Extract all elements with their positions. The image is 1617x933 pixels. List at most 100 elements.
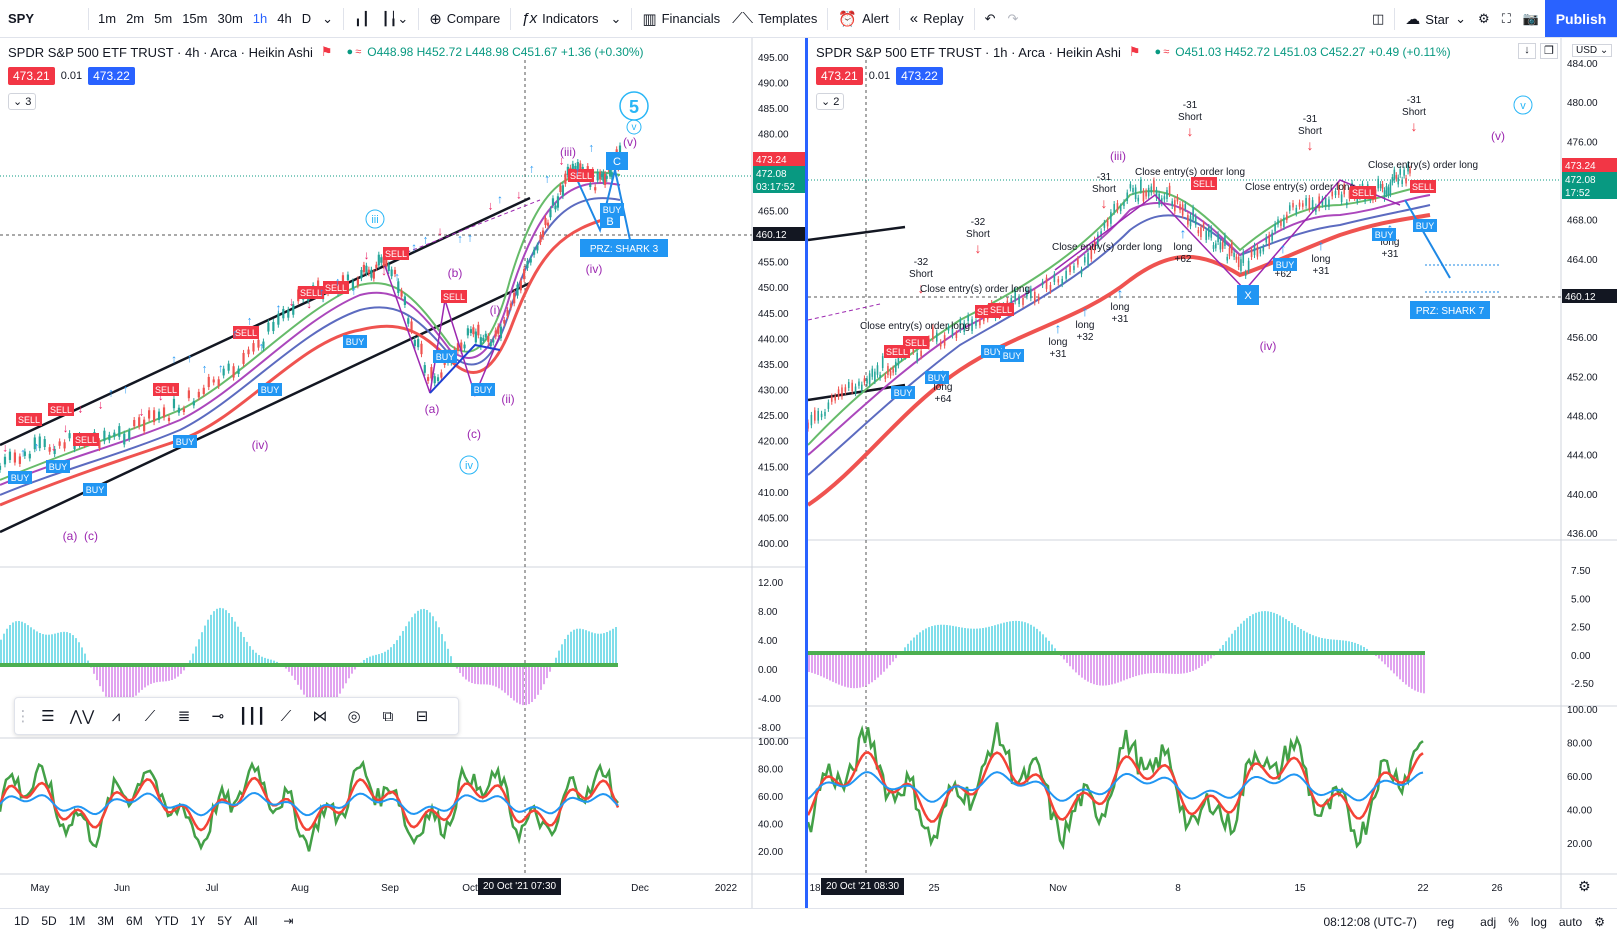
chart-layout-splitter[interactable] <box>805 38 808 908</box>
horizontal-ray-icon[interactable]: ⊸ <box>211 708 225 725</box>
templates-button[interactable]: ⟋⟍ Templates <box>726 0 823 38</box>
flag-icon[interactable]: ⚑ <box>1128 44 1141 59</box>
buy-signal-label: BUY <box>261 385 280 395</box>
buy-price-button[interactable]: 473.22 <box>896 67 943 85</box>
session-reg-toggle[interactable]: reg <box>1436 914 1455 929</box>
left-price-axis[interactable]: 495.00490.00485.00480.00475.00470.00465.… <box>753 53 805 858</box>
candle-body <box>1228 247 1231 257</box>
publish-button[interactable]: Publish <box>1545 0 1617 37</box>
short-label: Short <box>1092 184 1116 195</box>
compare-button[interactable]: ⊕ Compare <box>423 0 506 38</box>
range-all[interactable]: All <box>244 914 258 928</box>
redo-icon[interactable]: ↷ <box>1007 10 1019 26</box>
camera-snapshot-icon[interactable]: 📷 <box>1522 11 1539 26</box>
interval-2m[interactable]: 2m <box>126 11 145 26</box>
candle-body <box>1041 281 1044 286</box>
ray-tool-icon[interactable]: ⟋ <box>280 707 292 725</box>
indicators-dropdown-icon[interactable]: ⌄ <box>610 10 622 26</box>
left-symbol-title[interactable]: SPDR S&P 500 ETF TRUST · 4h · Arca · Hei… <box>8 44 313 60</box>
pattern-tool-icon[interactable]: ⋀⋁ <box>69 708 95 725</box>
charts-canvas[interactable]: 5 v (v) (iii) iii (b) (a) (c) (iv) iv (i… <box>0 38 1617 908</box>
goto-date-icon[interactable]: ⇥ <box>283 914 294 928</box>
trendline-tool-icon[interactable]: ⟋ <box>144 707 156 725</box>
right-studies-toggle[interactable]: ⌄ 2 <box>816 93 845 110</box>
histogram-bar <box>1090 653 1092 684</box>
vertical-lines-icon[interactable]: ┃┃┃ <box>238 708 266 725</box>
flag-icon[interactable]: ⚑ <box>320 44 333 59</box>
range-ytd[interactable]: YTD <box>154 914 179 928</box>
histogram-bar <box>856 653 858 689</box>
left-studies-toggle[interactable]: ⌄ 3 <box>8 93 37 110</box>
symbol-search[interactable]: SPY <box>8 11 35 26</box>
long-arrow-icon: ↑ <box>1055 320 1062 336</box>
histogram-bar <box>270 659 272 665</box>
alert-button[interactable]: ⏰ Alert <box>832 0 894 38</box>
position-tool-icon[interactable]: ⊟ <box>415 708 429 725</box>
sell-price-button[interactable]: 473.21 <box>816 67 863 85</box>
interval-d[interactable]: D <box>301 11 312 26</box>
range-5y[interactable]: 5Y <box>217 914 233 928</box>
candle-body <box>1150 186 1153 193</box>
interval-4h[interactable]: 4h <box>277 11 292 26</box>
currency-select[interactable]: USD ⌄ <box>1572 44 1613 57</box>
scroll-down-icon[interactable]: ↓ <box>1518 43 1536 59</box>
histogram-bar <box>126 665 128 704</box>
range-1y[interactable]: 1Y <box>190 914 206 928</box>
histogram-bar <box>895 653 897 659</box>
financials-button[interactable]: ▥ Financials <box>636 0 726 38</box>
candle-body <box>1346 202 1348 206</box>
replay-button[interactable]: « Replay <box>904 0 970 38</box>
long-qty-label: +31 <box>1050 349 1067 360</box>
cloud-save-button[interactable]: ☁ Star ⌄ <box>1399 0 1472 38</box>
buy-price-button[interactable]: 473.22 <box>88 67 135 85</box>
wave-tool-icon[interactable]: ⩘ <box>111 707 121 725</box>
histogram-bar <box>612 628 614 665</box>
histogram-bar <box>72 635 74 665</box>
candle-body <box>892 368 894 373</box>
interval-5m[interactable]: 5m <box>154 11 173 26</box>
candle-body <box>1217 234 1219 242</box>
interval-1m[interactable]: 1m <box>98 11 117 26</box>
xabcd-pattern-icon[interactable]: ⋈ <box>312 708 328 725</box>
bar-style-icon[interactable]: ╻┃ <box>354 10 370 26</box>
range-1m[interactable]: 1M <box>68 914 86 928</box>
candles-icon[interactable]: ┃╽⌄ <box>381 10 409 26</box>
maximize-pane-icon[interactable]: ❐ <box>1540 43 1558 59</box>
interval-1h[interactable]: 1h <box>252 11 268 26</box>
scale-settings-icon[interactable]: ⚙ <box>1594 914 1605 929</box>
settings-gear-icon[interactable]: ⚙ <box>1478 11 1490 26</box>
indicators-button[interactable]: ƒx Indicators <box>515 0 604 38</box>
range-6m[interactable]: 6M <box>126 914 143 928</box>
clock-timezone[interactable]: 08:12:08 (UTC-7) <box>1323 914 1417 929</box>
undo-icon[interactable]: ↶ <box>984 10 996 26</box>
right-time-tick: 18 <box>809 883 821 894</box>
interval-15m[interactable]: 15m <box>182 11 208 26</box>
buy-signal-label: BUY <box>1276 260 1295 270</box>
lines-tool-icon[interactable]: ☰ <box>41 708 55 725</box>
fullscreen-icon[interactable]: ⛶ <box>1501 11 1511 26</box>
right-symbol-title[interactable]: SPDR S&P 500 ETF TRUST · 1h · Arca · Hei… <box>816 44 1121 60</box>
candle-body <box>1061 278 1064 285</box>
candle-body <box>602 172 605 182</box>
auto-scale-toggle[interactable]: auto <box>1558 914 1583 929</box>
buy-signal-label: BUY <box>1003 351 1022 361</box>
drag-handle-icon[interactable]: ⋮ <box>15 708 31 725</box>
right-price-axis[interactable]: 484.00480.00476.00472.00468.00464.00460.… <box>1562 59 1617 850</box>
parallel-channel-icon[interactable]: ⧉ <box>382 707 394 725</box>
candle-body <box>1305 198 1307 206</box>
log-scale-toggle[interactable]: log <box>1530 914 1547 929</box>
time-axes[interactable]: May Jun Jul Aug Sep Oct Dec 2022 18 25 Nov 8 15 22 26 <box>31 883 1503 894</box>
range-3m[interactable]: 3M <box>97 914 115 928</box>
fib-tool-icon[interactable]: ≣ <box>177 708 191 725</box>
chart-settings-gear-icon[interactable]: ⚙ <box>1578 878 1591 894</box>
histogram-bar <box>225 610 227 665</box>
cycle-tool-icon[interactable]: ◎ <box>347 708 361 725</box>
percent-scale-toggle[interactable]: % <box>1508 914 1519 929</box>
range-1d[interactable]: 1D <box>14 914 30 928</box>
layout-select-icon[interactable]: ◫ <box>1372 11 1385 26</box>
interval-30m[interactable]: 30m <box>217 11 243 26</box>
sell-price-button[interactable]: 473.21 <box>8 67 55 85</box>
range-5d[interactable]: 5D <box>41 914 57 928</box>
adjust-toggle[interactable]: adj <box>1480 914 1497 929</box>
interval-dropdown-icon[interactable]: ⌄ <box>322 10 334 26</box>
